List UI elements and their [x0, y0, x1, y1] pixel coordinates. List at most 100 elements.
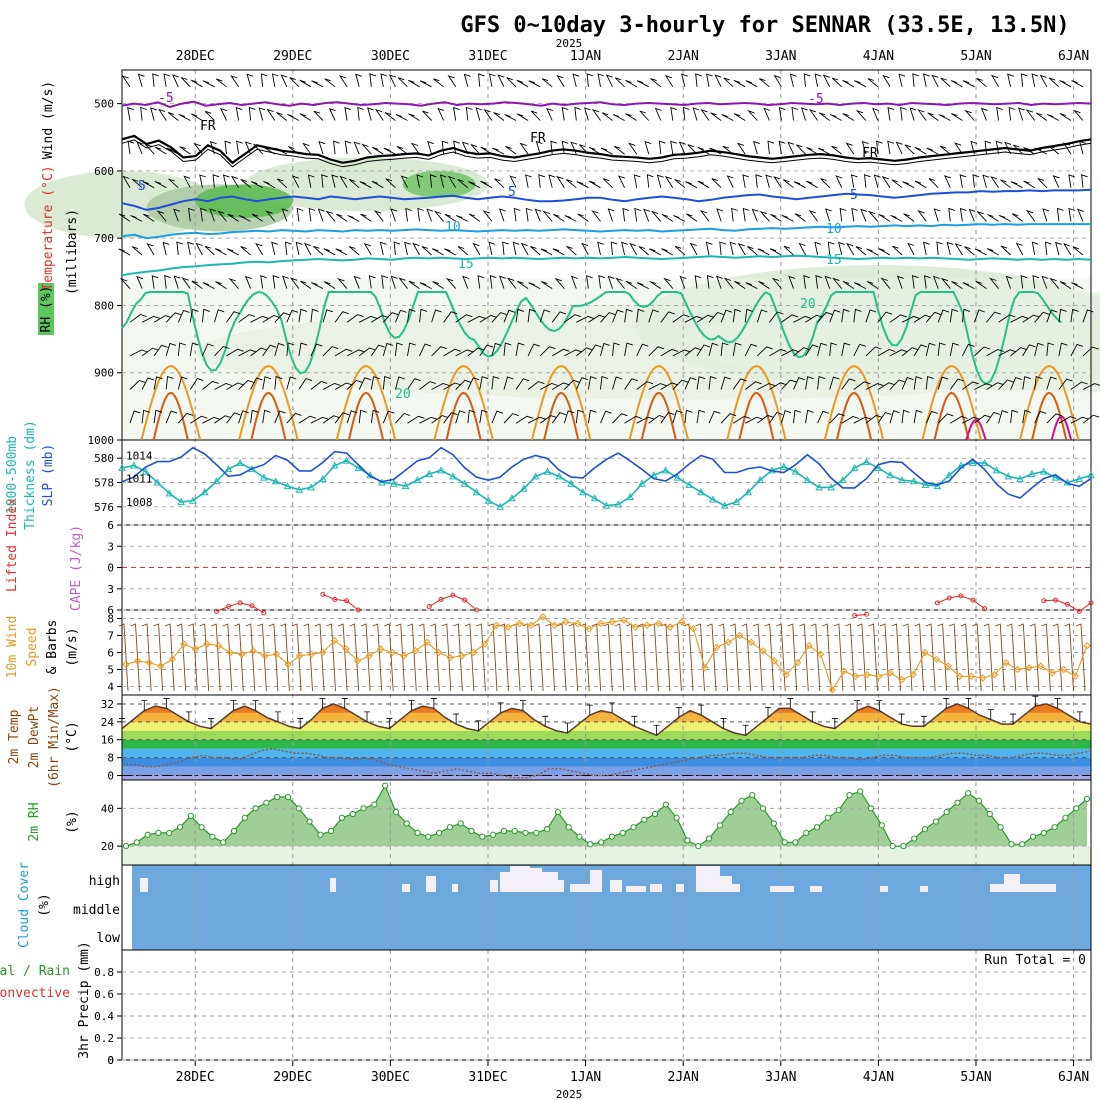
surface-wind-barb [441, 623, 452, 692]
wind-barb [980, 107, 988, 121]
lifted-index-point [982, 606, 988, 612]
surface-wind-barb [649, 623, 659, 692]
wind-barb [188, 207, 195, 222]
rh-point [565, 824, 572, 831]
wind-barb [539, 415, 557, 424]
surface-wind-barb [303, 623, 313, 692]
wind-barb [742, 207, 750, 222]
surface-wind-barb [1018, 623, 1028, 692]
surface-wind-barb [879, 623, 890, 692]
wind-barb [946, 241, 954, 256]
temp-minmax-bar [386, 718, 393, 729]
wind-barb [1004, 141, 1012, 155]
wind-barb [1058, 416, 1077, 424]
isotherm--5 [121, 100, 1092, 109]
wind-barb [517, 280, 529, 289]
wind-barb [177, 309, 190, 323]
cloud-level-label: low [97, 931, 121, 946]
wind-barb [708, 410, 721, 424]
rh-point [857, 788, 864, 795]
wind-barb [527, 381, 545, 390]
cloud-axis-1: Cloud Cover [17, 862, 32, 948]
cloud-gap [626, 886, 646, 892]
rh-point [911, 835, 918, 842]
cloud-gap [452, 884, 458, 892]
wind-barb [829, 376, 840, 390]
upper-axis-wind: Wind (m/s) [41, 81, 56, 159]
wind-barb [808, 210, 818, 222]
cloud-gap [522, 868, 542, 892]
wind-barb [390, 208, 398, 222]
wind-barb [1082, 309, 1094, 323]
wind-barb [829, 413, 845, 424]
wind-barb [778, 140, 786, 155]
wind-barb [1062, 142, 1072, 155]
contour-label: 20 [395, 387, 411, 402]
date-label-bottom: 1JAN [570, 1070, 601, 1085]
wind-barb [325, 210, 336, 222]
surface-wind-barb [925, 623, 936, 692]
wind-barb [824, 208, 832, 222]
wind-barb [756, 309, 768, 323]
wind-barb [516, 79, 529, 88]
thickness-point [803, 476, 812, 484]
wind-speed-point [967, 672, 975, 681]
wind-barb [877, 411, 892, 424]
wind-barb [576, 315, 595, 323]
wind-barb [480, 146, 493, 155]
wind-barb [706, 275, 714, 289]
temp-axis-3: (6hr Min/Max) [47, 686, 62, 788]
isotherm-5 [121, 188, 1092, 211]
thickness-point [531, 472, 540, 480]
rh-point [695, 843, 702, 850]
wind-barb [581, 242, 589, 256]
wind-barb [817, 342, 827, 357]
cloud-level-label: high [89, 874, 120, 889]
temp-minmax-bar [475, 720, 482, 731]
isotherm-20 [121, 290, 1063, 386]
wind-barb [122, 175, 131, 188]
temp-minmax-bar [720, 718, 727, 729]
temp-minmax-bar [119, 718, 125, 729]
text-layer: 28DEC 28DEC 29DEC 29DEC 30DEC 30DEC 31DEC 31DEC… [0, 49, 1089, 1085]
thickness-point [472, 488, 481, 496]
wind-barb [672, 314, 690, 323]
wind-barb [199, 174, 206, 188]
wind-barb [612, 342, 621, 356]
wind-barb [298, 378, 313, 390]
thickness-point [496, 502, 504, 510]
wind-speed-point [759, 647, 767, 655]
wind-barb [373, 210, 384, 222]
surface-wind-barb [280, 623, 290, 692]
wind-barb [841, 342, 851, 356]
wind-barb [379, 241, 387, 256]
wind-speed-point [261, 652, 269, 660]
wind-barb [968, 208, 976, 222]
wind-barb [453, 140, 460, 155]
surface-wind-barb [533, 623, 544, 692]
wind-barb [407, 378, 421, 390]
thickness-point [153, 478, 162, 486]
rh-point [1019, 841, 1026, 848]
wind-barb [550, 140, 557, 155]
wind-barb [913, 314, 932, 323]
wind-speed-point [388, 648, 397, 657]
wind-barb [163, 73, 171, 87]
wind-barb [721, 114, 734, 121]
wind-barb [1048, 77, 1060, 88]
surface-wind-barb [545, 623, 556, 692]
rh-point [533, 829, 540, 836]
wind-barb [615, 277, 625, 289]
rh-point [274, 793, 281, 801]
wind-barb [634, 207, 641, 222]
wind-barb [563, 379, 580, 390]
wind-speed-point [180, 640, 188, 648]
thickness-point [933, 482, 942, 490]
wind-barb [346, 349, 365, 357]
wind-barb [1034, 342, 1044, 357]
wind-barb [577, 213, 589, 222]
rh-point [295, 805, 302, 812]
surface-wind-barb [268, 623, 279, 692]
lifted-index-point [474, 607, 480, 613]
tick-label: 0 [107, 1054, 114, 1067]
